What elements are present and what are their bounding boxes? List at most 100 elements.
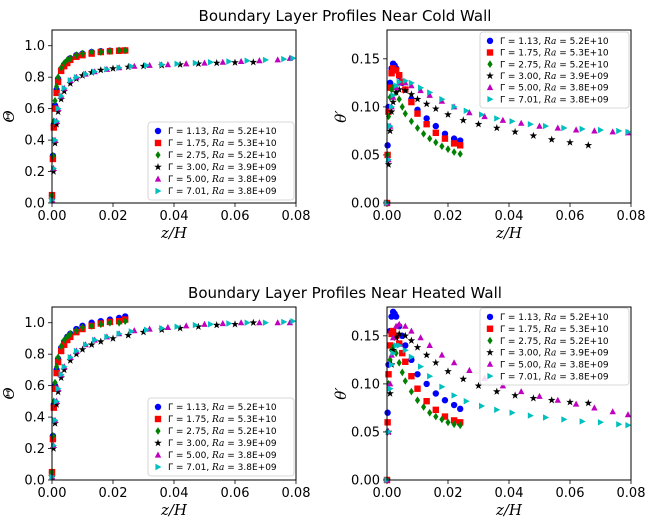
data-point	[423, 397, 430, 405]
x-tick-label: 0.02	[434, 209, 463, 224]
y-axis-label: θ′	[332, 387, 350, 400]
data-point	[529, 394, 538, 402]
data-point	[392, 313, 400, 320]
data-point	[61, 59, 67, 67]
data-point	[399, 349, 406, 357]
data-point	[414, 110, 421, 117]
data-point	[609, 408, 616, 415]
data-point	[52, 96, 58, 105]
data-point	[423, 380, 430, 388]
data-point	[58, 92, 65, 100]
data-point	[139, 328, 148, 336]
data-point	[457, 137, 464, 144]
data-point	[386, 342, 394, 349]
data-point	[466, 366, 473, 373]
y-tick-label: 0.0	[24, 197, 45, 212]
data-point	[421, 403, 427, 411]
data-point	[262, 56, 269, 64]
data-point	[422, 100, 431, 108]
x-tick-label: 0.06	[221, 209, 250, 224]
data-point	[432, 129, 439, 137]
data-point	[494, 406, 501, 413]
data-point	[547, 396, 556, 404]
legend-label: Γ = 3.00, Ra = 3.9E+09	[500, 72, 609, 82]
data-point	[439, 415, 445, 424]
y-tick-label: 0.05	[351, 425, 380, 440]
data-point	[527, 121, 534, 128]
data-point	[474, 120, 483, 128]
data-point	[49, 167, 58, 175]
data-point	[144, 62, 151, 69]
legend-label: Γ = 5.00, Ra = 3.8E+09	[500, 360, 609, 370]
y-tick-label: 0.4	[24, 134, 45, 149]
legend-label: Γ = 2.75, Ra = 5.2E+10	[500, 60, 609, 70]
data-point	[92, 336, 99, 344]
data-point	[444, 367, 452, 375]
legend-label: Γ = 5.00, Ra = 3.8E+09	[500, 84, 609, 94]
data-point	[566, 398, 574, 406]
x-tick-label: 0.06	[221, 486, 250, 501]
data-point	[543, 122, 550, 130]
data-point	[427, 373, 434, 380]
data-point	[384, 160, 393, 168]
data-point	[61, 341, 68, 348]
x-tick-label: 0.02	[99, 209, 128, 224]
legend-marker	[486, 325, 494, 332]
legend-marker	[486, 313, 494, 321]
data-point	[474, 381, 483, 389]
series-3	[49, 317, 128, 476]
data-point	[554, 124, 561, 131]
legend-box	[479, 307, 630, 386]
data-point	[616, 421, 623, 428]
x-tick-label: 0.04	[495, 209, 524, 224]
x-axis-label: z/H	[160, 224, 188, 242]
data-point	[438, 351, 446, 358]
data-point	[389, 103, 396, 111]
x-tick-label: 0.04	[495, 486, 524, 501]
data-point	[402, 358, 409, 365]
data-point	[164, 61, 172, 68]
x-tick-label: 0.02	[99, 486, 128, 501]
data-point	[414, 371, 421, 378]
data-point	[122, 46, 128, 55]
data-point	[51, 397, 57, 406]
data-point	[547, 135, 556, 143]
x-axis-label: z/H	[495, 224, 523, 242]
data-point	[52, 136, 59, 144]
data-point	[392, 322, 400, 329]
data-point	[579, 125, 586, 133]
data-point	[396, 358, 402, 367]
data-point	[401, 331, 410, 340]
data-point	[386, 126, 394, 135]
data-point	[624, 411, 632, 418]
y-tick-label: 0.15	[351, 329, 380, 344]
data-point	[444, 110, 452, 118]
data-point	[432, 122, 439, 130]
data-point	[408, 387, 414, 396]
y-tick-label: 0.0	[24, 474, 45, 489]
data-point	[414, 396, 421, 405]
y-tick-label: 0.8	[24, 348, 45, 363]
data-point	[244, 57, 251, 64]
data-point	[554, 396, 561, 403]
data-point	[408, 98, 415, 106]
series-6	[384, 342, 632, 484]
data-point	[73, 326, 79, 335]
data-point	[408, 373, 415, 380]
x-tick-label: 0.08	[617, 209, 646, 224]
data-point	[389, 98, 397, 106]
legend: Γ = 1.13, Ra = 5.2E+10 Γ = 1.75, Ra = 5.3…	[147, 121, 295, 201]
legend-label: Γ = 1.13, Ra = 5.2E+10	[168, 403, 277, 413]
data-point	[387, 385, 394, 392]
data-point	[66, 79, 75, 87]
data-point	[417, 87, 424, 94]
legend-marker	[486, 360, 494, 367]
legend-marker	[486, 84, 494, 91]
chart-panel-heated-theta: 0.00 0.02 0.04 0.06 0.08 0.0 0.2 0.4 0.6 0.8 1.0 z/…	[0, 306, 310, 519]
data-point	[67, 77, 74, 84]
data-point	[445, 418, 451, 427]
data-point	[439, 96, 446, 103]
figure-title-bottom: Boundary Layer Profiles Near Heated Wall	[188, 284, 502, 302]
legend-marker	[154, 139, 162, 147]
data-point	[387, 122, 394, 130]
